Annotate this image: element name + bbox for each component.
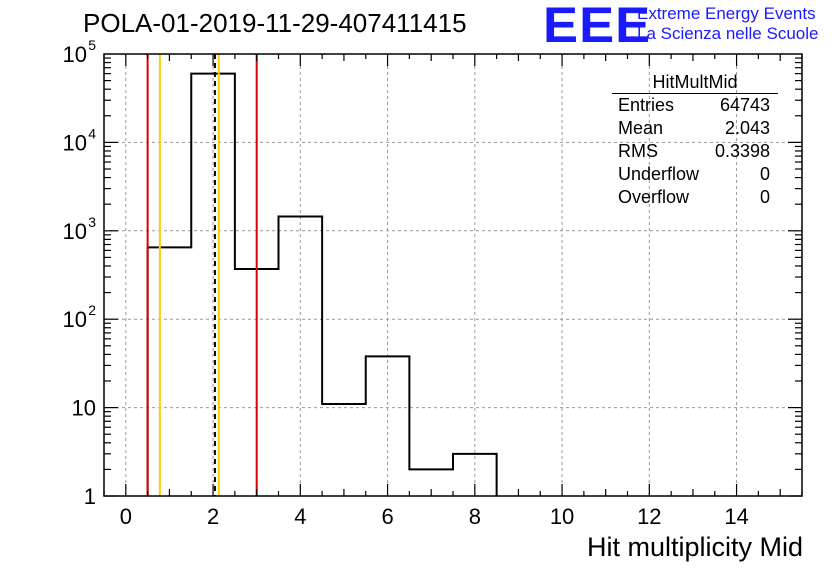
y-tick-exponent: 5 [88, 37, 96, 53]
stats-row-overflow: Overflow 0 [612, 186, 778, 209]
x-tick-label: 14 [724, 504, 748, 529]
x-tick-label: 12 [637, 504, 661, 529]
eee-logo-line2: La Scienza nelle Scuole [637, 24, 819, 43]
x-tick-label: 4 [294, 504, 306, 529]
histogram-bin [148, 247, 192, 496]
x-tick-label: 0 [120, 504, 132, 529]
x-tick-label: 6 [381, 504, 393, 529]
stats-label: Overflow [618, 187, 690, 207]
y-tick-label: 10 [63, 307, 87, 332]
stats-row-underflow: Underflow 0 [612, 163, 778, 186]
histogram-bin [322, 404, 366, 496]
y-tick-label: 10 [63, 219, 87, 244]
stats-value: 0 [759, 187, 770, 207]
histogram-bin [191, 74, 235, 496]
chart-title: POLA-01-2019-11-29-407411415 [83, 8, 467, 38]
y-tick-label: 10 [72, 396, 96, 421]
stats-label: Underflow [618, 164, 700, 184]
eee-logo-mark: EEE [543, 0, 652, 53]
y-tick-label: 10 [63, 42, 87, 67]
stats-row-entries: Entries 64743 [612, 94, 778, 117]
stats-box-title: HitMultMid [612, 72, 778, 94]
y-tick-exponent: 4 [88, 125, 96, 141]
y-tick-label: 1 [84, 484, 96, 509]
stats-value: 2.043 [724, 118, 770, 138]
y-tick-exponent: 3 [88, 214, 96, 230]
eee-logo-line1: Extreme Energy Events [637, 4, 816, 23]
x-tick-label: 2 [207, 504, 219, 529]
stats-value: 0 [759, 164, 770, 184]
x-axis-label: Hit multiplicity Mid [586, 532, 803, 562]
stats-label: Entries [618, 95, 675, 115]
stats-row-mean: Mean 2.043 [612, 117, 778, 140]
x-tick-label: 10 [550, 504, 574, 529]
histogram-bin [366, 356, 410, 496]
x-tick-label: 8 [469, 504, 481, 529]
stats-box: HitMultMid Entries 64743 Mean 2.043 RMS … [612, 72, 778, 209]
stats-value: 0.3398 [714, 141, 770, 161]
vertical-lines-layer [146, 54, 258, 496]
histogram-outline [146, 72, 498, 496]
y-tick-label: 10 [63, 130, 87, 155]
y-tick-exponent: 2 [88, 302, 96, 318]
histogram-layer [146, 72, 498, 496]
histogram-bin [279, 217, 323, 496]
stats-row-rms: RMS 0.3398 [612, 140, 778, 163]
stats-label: RMS [618, 141, 658, 161]
stats-value: 64743 [719, 95, 770, 115]
stats-label: Mean [618, 118, 664, 138]
